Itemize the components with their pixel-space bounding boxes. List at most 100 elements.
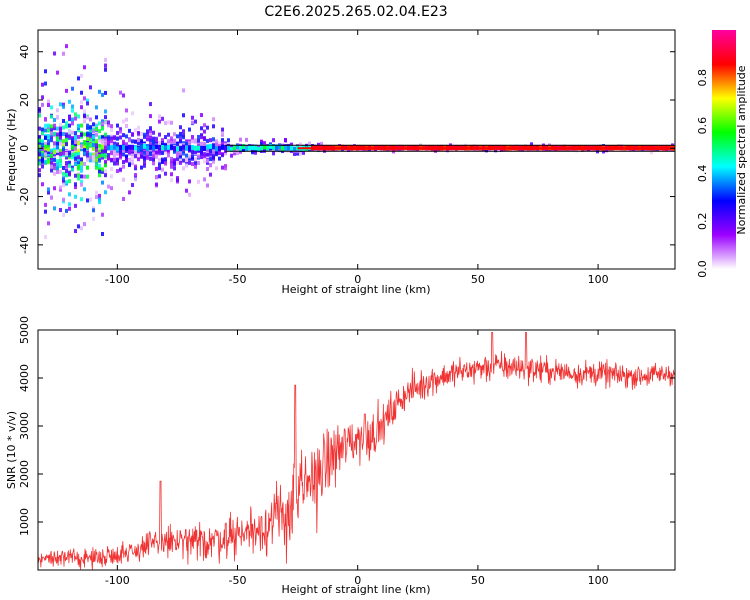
spectrogram-cell bbox=[95, 162, 98, 167]
spectrogram-cell bbox=[44, 123, 47, 128]
spectrogram-cell bbox=[155, 150, 158, 155]
spectrogram-x-tick-label: 50 bbox=[471, 273, 485, 286]
spectrogram-cell bbox=[122, 119, 125, 124]
spectrogram-cell bbox=[176, 141, 179, 146]
spectrogram-cell bbox=[56, 134, 59, 139]
spectrogram-cell bbox=[251, 144, 254, 150]
spectrogram-cell bbox=[71, 136, 74, 141]
spectrogram-cell bbox=[650, 150, 653, 155]
spectrogram-cell bbox=[80, 100, 83, 105]
spectrogram-cell bbox=[41, 147, 44, 152]
spectrogram-cell bbox=[101, 180, 104, 185]
spectrogram-cell bbox=[74, 173, 77, 178]
spectrogram-cell bbox=[80, 157, 83, 162]
snr-x-tick-label: 100 bbox=[588, 574, 609, 587]
spectrogram-cell bbox=[212, 154, 215, 159]
spectrogram-cell bbox=[236, 147, 239, 152]
spectrogram-cell bbox=[95, 105, 98, 110]
spectrogram-cell bbox=[44, 144, 47, 149]
spectrogram-cell bbox=[299, 142, 302, 147]
spectrogram-cell bbox=[122, 196, 125, 201]
spectrogram-cell bbox=[71, 140, 74, 145]
spectrogram-cell bbox=[182, 88, 185, 93]
spectrogram-cell bbox=[104, 139, 107, 144]
spectrogram-cell bbox=[110, 124, 113, 129]
spectrogram-cell bbox=[119, 127, 122, 132]
spectrogram-cell bbox=[173, 132, 176, 137]
spectrogram-cell bbox=[116, 158, 119, 163]
spectrogram-cell bbox=[101, 169, 104, 174]
spectrogram-cell bbox=[47, 136, 50, 141]
spectrogram-cell bbox=[131, 144, 134, 150]
spectrogram-cell bbox=[194, 119, 197, 124]
spectrogram-cell bbox=[47, 221, 50, 226]
spectrogram-cell bbox=[206, 144, 209, 150]
spectrogram-cell bbox=[83, 148, 86, 153]
spectrogram-cell bbox=[203, 141, 206, 146]
spectrogram-cell bbox=[149, 138, 152, 143]
spectrogram-cell bbox=[176, 176, 179, 181]
spectrogram-cell bbox=[212, 156, 215, 161]
colorbar-tick-label: 0.6 bbox=[696, 117, 709, 135]
spectrogram-cell bbox=[65, 208, 68, 213]
spectrogram-cell bbox=[116, 146, 119, 152]
spectrogram-cell bbox=[65, 44, 68, 49]
spectrogram-cell bbox=[89, 132, 92, 137]
spectrogram-cell bbox=[158, 174, 161, 179]
spectrogram-cell bbox=[53, 131, 56, 136]
spectrogram-cell bbox=[173, 138, 176, 143]
spectrogram-cell bbox=[62, 118, 65, 123]
spectrogram-cell bbox=[47, 190, 50, 195]
spectrogram-cell bbox=[170, 172, 173, 177]
spectrogram-cell bbox=[170, 144, 173, 150]
spectrogram-cell bbox=[212, 124, 215, 129]
spectrogram-cell bbox=[50, 127, 53, 132]
spectrogram-cell bbox=[182, 151, 185, 156]
spectrogram-cell bbox=[158, 166, 161, 171]
spectrogram-cell bbox=[110, 150, 113, 155]
spectrogram-cell bbox=[143, 134, 146, 139]
spectrogram-cell bbox=[116, 142, 119, 147]
spectrogram-cell bbox=[299, 152, 302, 157]
spectrogram-cell bbox=[89, 137, 92, 142]
spectrogram-cell bbox=[239, 145, 242, 151]
spectrogram-cell bbox=[53, 186, 56, 191]
spectrogram-cell bbox=[161, 116, 164, 121]
spectrogram-cell bbox=[152, 154, 155, 159]
spectrogram-cell bbox=[47, 149, 50, 154]
spectrogram-cell bbox=[77, 141, 80, 146]
spectrogram-cell bbox=[128, 150, 131, 155]
spectrogram-cell bbox=[113, 150, 116, 155]
spectrogram-cell bbox=[53, 171, 56, 176]
spectrogram-cell bbox=[131, 159, 134, 164]
colorbar-tick-label: 0.0 bbox=[696, 260, 709, 278]
spectrogram-cell bbox=[215, 139, 218, 144]
spectrogram-cell bbox=[50, 105, 53, 110]
spectrogram-cell bbox=[83, 96, 86, 101]
spectrogram-cell bbox=[47, 152, 50, 157]
spectrogram-cell bbox=[197, 179, 200, 184]
spectrogram-cell bbox=[164, 121, 167, 126]
spectrogram-cell bbox=[161, 138, 164, 143]
spectrogram-cell bbox=[56, 170, 59, 175]
colorbar: 0.0 0.2 0.4 0.6 0.8 Normalized spectral ampl… bbox=[696, 30, 748, 278]
spectrogram-cell bbox=[188, 145, 191, 151]
spectrogram-cell bbox=[116, 136, 119, 141]
spectrogram-cell bbox=[146, 145, 149, 151]
spectrogram-cell bbox=[74, 182, 77, 187]
spectrogram-cell bbox=[80, 123, 83, 128]
spectrogram-cell bbox=[38, 148, 41, 153]
spectrogram-cell bbox=[83, 161, 86, 166]
spectrogram-frame bbox=[37, 29, 676, 270]
spectrogram-cell bbox=[74, 185, 77, 190]
spectrogram-cell bbox=[284, 145, 287, 151]
spectrogram-cell bbox=[188, 156, 191, 161]
spectrogram-cell bbox=[143, 143, 146, 149]
spectrogram-cell bbox=[62, 165, 65, 170]
spectrogram-cell bbox=[125, 157, 128, 162]
spectrogram-cell bbox=[230, 153, 233, 158]
colorbar-label: Normalized spectral amplitude bbox=[735, 65, 748, 234]
spectrogram-cell bbox=[98, 89, 101, 94]
spectrogram-y-tick-label: 0 bbox=[18, 145, 31, 152]
spectrogram-cell bbox=[98, 151, 101, 156]
